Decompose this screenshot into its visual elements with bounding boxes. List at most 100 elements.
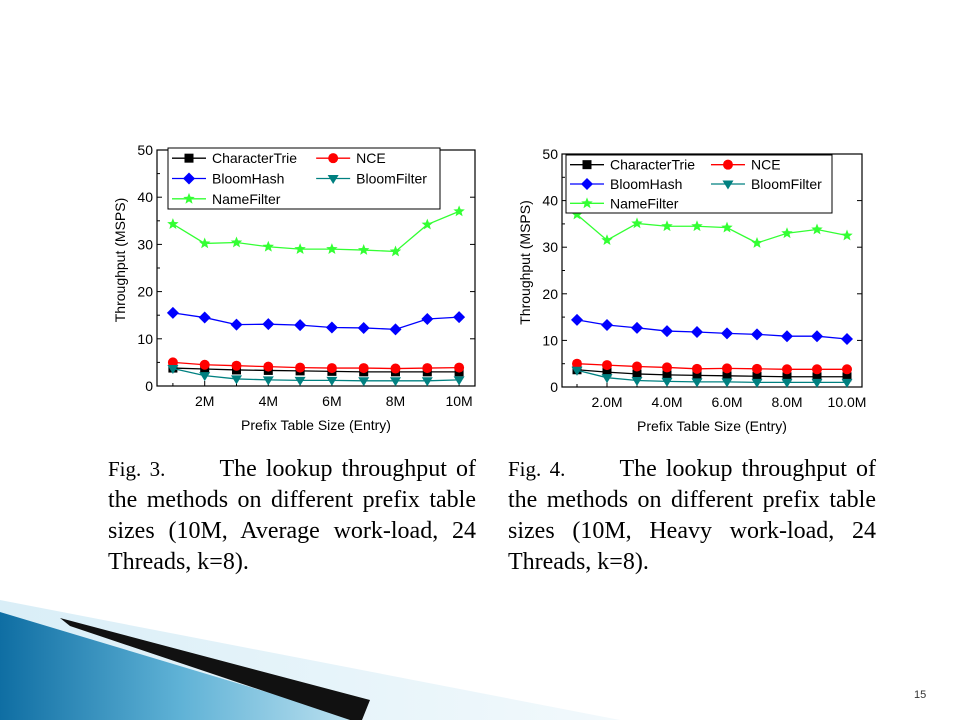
series-BloomHash	[166, 306, 466, 336]
y-tick-label: 0	[145, 378, 153, 394]
legend-item-CharacterTrie: CharacterTrie	[570, 157, 695, 173]
data-point	[781, 330, 793, 343]
x-tick-label: 6M	[322, 393, 341, 409]
data-point	[294, 376, 306, 386]
x-tick-label: 2.0M	[591, 394, 622, 410]
caption-fig3-number: Fig. 3.	[108, 457, 166, 481]
legend-box	[167, 147, 441, 210]
data-point	[661, 220, 673, 232]
series-NameFilter	[167, 205, 465, 257]
series-line	[576, 363, 847, 370]
legend-marker	[184, 153, 194, 163]
legend-item-BloomHash: BloomHash	[172, 171, 284, 187]
x-tick-label: 8M	[386, 393, 405, 409]
data-point	[390, 377, 401, 387]
data-point	[167, 218, 179, 229]
data-point	[231, 375, 242, 385]
data-point	[390, 363, 401, 374]
data-point	[263, 361, 274, 372]
x-tick-label: 4.0M	[651, 394, 682, 410]
data-point	[198, 311, 211, 324]
series-line	[172, 312, 460, 331]
x-tick-label: 2M	[195, 393, 214, 409]
data-point	[842, 372, 852, 382]
data-point	[781, 227, 793, 239]
x-axis-label: Prefix Table Size (Entry)	[637, 418, 787, 434]
legend-item-NCE: NCE	[316, 150, 386, 166]
data-point	[295, 362, 306, 373]
y-axis-label: Throughput (MSPS)	[517, 200, 533, 325]
page-number: 15	[914, 689, 927, 701]
legend: CharacterTrie NCE BloomHash BloomFilter Name…	[167, 147, 441, 210]
series-line	[576, 369, 847, 383]
series-BloomFilter	[167, 365, 465, 387]
y-tick-label: 50	[542, 146, 558, 162]
legend-label: BloomHash	[212, 171, 284, 187]
data-point	[812, 372, 822, 382]
data-point	[262, 240, 275, 252]
legend-label: BloomHash	[610, 176, 682, 192]
data-point	[631, 321, 643, 334]
legend-marker	[722, 159, 733, 170]
data-point	[601, 319, 613, 332]
legend-marker	[581, 178, 593, 190]
data-point	[691, 220, 703, 232]
data-point	[752, 371, 762, 381]
series-NameFilter	[571, 208, 853, 248]
data-point	[811, 223, 823, 235]
data-point	[358, 377, 370, 387]
legend-label: NCE	[751, 157, 781, 173]
data-point	[454, 362, 465, 373]
caption-fig4-text: The lookup throughput of the methods on …	[508, 456, 876, 575]
caption-fig3-text: The lookup throughput of the methods on …	[108, 456, 476, 575]
y-tick-label: 20	[542, 286, 558, 302]
data-point	[421, 312, 434, 325]
data-point	[601, 374, 613, 384]
data-point	[811, 378, 823, 388]
series-NCE	[572, 358, 852, 375]
data-point	[326, 363, 337, 374]
legend-label: NameFilter	[610, 195, 679, 211]
data-point	[358, 363, 369, 374]
data-point	[751, 328, 763, 341]
data-point	[812, 364, 822, 375]
data-point	[691, 326, 703, 339]
y-tick-label: 40	[137, 189, 153, 205]
series-NCE	[167, 357, 465, 374]
y-tick-label: 30	[137, 236, 153, 252]
legend-label: BloomFilter	[751, 176, 822, 192]
data-point	[167, 357, 178, 368]
data-point	[325, 321, 338, 334]
data-point	[453, 311, 466, 324]
data-point	[262, 376, 274, 386]
data-point	[692, 370, 702, 380]
data-point	[326, 376, 338, 386]
data-point	[453, 205, 465, 217]
data-point	[782, 372, 792, 382]
y-tick-label: 30	[542, 239, 558, 255]
legend-item-NameFilter: NameFilter	[172, 191, 281, 207]
series-BloomHash	[571, 313, 853, 346]
data-point	[167, 365, 179, 375]
data-point	[294, 319, 307, 332]
data-point	[752, 363, 762, 374]
x-tick-label: 10.0M	[828, 394, 867, 410]
data-point	[326, 243, 338, 254]
data-point	[389, 323, 402, 336]
series-line	[172, 367, 460, 382]
legend-item-NCE: NCE	[710, 157, 781, 173]
legend-marker	[327, 175, 339, 184]
y-tick-label: 50	[137, 142, 153, 158]
data-point	[721, 378, 733, 388]
data-point	[571, 313, 583, 326]
data-point	[841, 229, 853, 241]
data-point	[453, 376, 465, 386]
data-point	[231, 360, 242, 371]
data-point	[722, 363, 732, 374]
x-tick-label: 10M	[445, 393, 472, 409]
series-line	[172, 210, 460, 253]
caption-fig4: Fig. 4. The lookup throughput of the met…	[508, 454, 876, 578]
data-point	[357, 321, 370, 334]
data-point	[662, 362, 672, 373]
legend-item-CharacterTrie: CharacterTrie	[172, 150, 297, 166]
